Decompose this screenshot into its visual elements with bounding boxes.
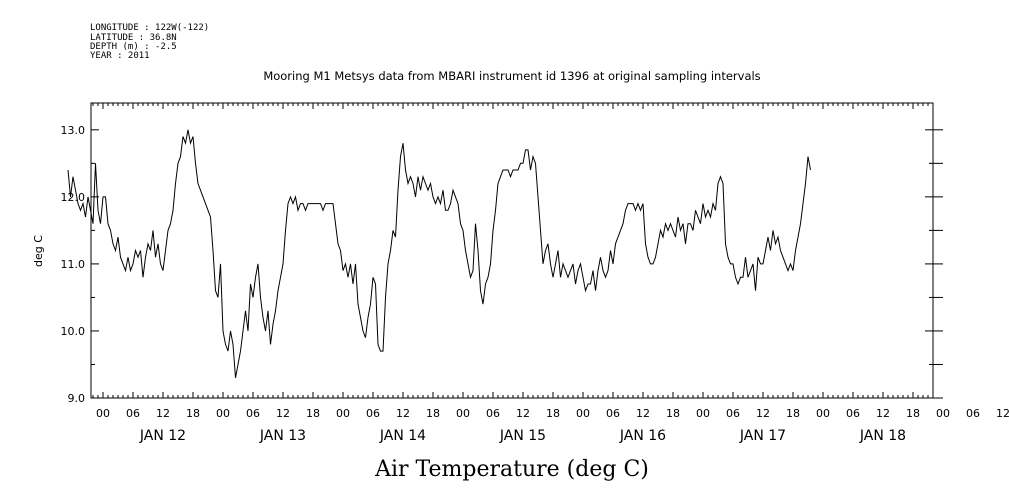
x-tick-label: 06	[606, 407, 620, 420]
x-tick-label: 06	[726, 407, 740, 420]
y-tick-label: 12.0	[61, 191, 86, 204]
y-tick-label: 10.0	[61, 325, 86, 338]
x-day-label: JAN 17	[739, 428, 786, 444]
axes: 9.0 10.0 11.0 12.0 13.0 00 06 12 18 00 06 12 18 00 06 1…	[61, 103, 1009, 444]
x-tick-label: 06	[366, 407, 380, 420]
x-day-label: JAN 16	[619, 428, 666, 444]
y-tick-label: 9.0	[68, 392, 86, 405]
x-tick-label: 18	[666, 407, 680, 420]
depth-label: DEPTH (m) : -2.5	[90, 42, 177, 52]
x-tick-label: 00	[936, 407, 950, 420]
chart-title: Mooring M1 Metsys data from MBARI instru…	[263, 69, 760, 83]
latitude-label: LATITUDE : 36.8N	[90, 33, 177, 43]
x-day-label: JAN 18	[859, 428, 906, 444]
x-tick-label: 00	[96, 407, 110, 420]
x-day-label: JAN 13	[259, 428, 306, 444]
x-tick-label: 06	[246, 407, 260, 420]
longitude-label: LONGITUDE : 122W(-122)	[90, 23, 209, 33]
x-tick-label: 18	[426, 407, 440, 420]
x-tick-label: 00	[456, 407, 470, 420]
header-metadata: LONGITUDE : 122W(-122) LATITUDE : 36.8N …	[90, 23, 209, 61]
x-tick-label: 12	[396, 407, 410, 420]
series-line-air-temperature	[67, 129, 811, 378]
x-tick-label: 00	[816, 407, 830, 420]
x-tick-label: 18	[786, 407, 800, 420]
x-tick-label: 00	[696, 407, 710, 420]
x-tick-label: 06	[126, 407, 140, 420]
x-tick-label: 12	[876, 407, 890, 420]
x-tick-label: 12	[996, 407, 1009, 420]
x-tick-label: 18	[186, 407, 200, 420]
x-tick-label: 06	[846, 407, 860, 420]
x-tick-label: 12	[636, 407, 650, 420]
x-tick-label: 00	[336, 407, 350, 420]
y-tick-label: 11.0	[61, 258, 86, 271]
x-tick-label: 06	[966, 407, 980, 420]
x-tick-label: 18	[546, 407, 560, 420]
x-tick-label: 12	[516, 407, 530, 420]
y-tick-label: 13.0	[61, 124, 86, 137]
x-day-label: JAN 14	[379, 428, 426, 444]
x-day-label: JAN 15	[499, 428, 546, 444]
x-tick-label: 18	[306, 407, 320, 420]
year-label: YEAR : 2011	[90, 51, 150, 61]
y-axis-label: deg C	[32, 235, 45, 267]
x-tick-label: 12	[156, 407, 170, 420]
x-tick-label: 12	[756, 407, 770, 420]
x-tick-label: 00	[576, 407, 590, 420]
x-day-label: JAN 12	[139, 428, 186, 444]
x-tick-label: 06	[486, 407, 500, 420]
x-axis-label: Air Temperature (deg C)	[374, 457, 649, 482]
x-tick-label: 18	[906, 407, 920, 420]
plot-frame	[90, 102, 934, 399]
x-tick-label: 12	[276, 407, 290, 420]
x-tick-label: 00	[216, 407, 230, 420]
